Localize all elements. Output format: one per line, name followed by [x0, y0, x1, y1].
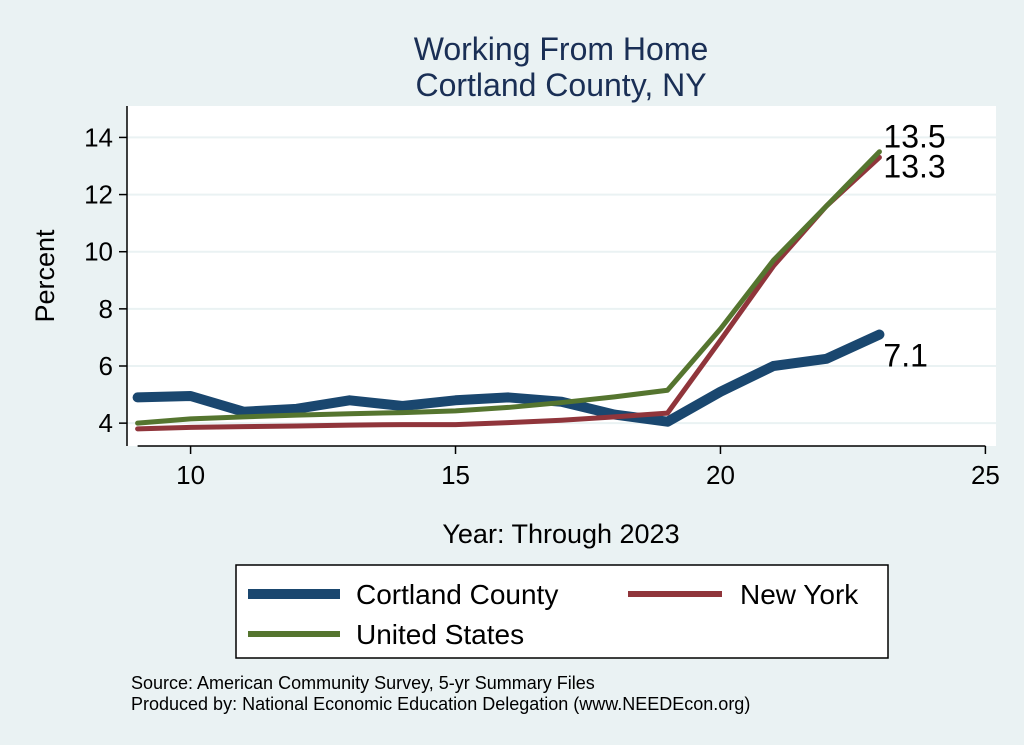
x-axis-label: Year: Through 2023: [442, 519, 679, 549]
plot-area: [127, 106, 996, 446]
series-line-new-york: [135, 154, 882, 432]
series-layer: [132, 149, 885, 432]
end-label-united-states: 13.5: [883, 119, 945, 155]
gridlines: [127, 136, 996, 425]
y-tick-label: 12: [84, 180, 113, 210]
y-tick-label: 4: [99, 408, 113, 438]
y-axis-label: Percent: [30, 229, 60, 323]
y-tick-label: 10: [84, 237, 113, 267]
end-label-new-york: 13.3: [883, 148, 945, 184]
legend-label-united-states: United States: [356, 619, 524, 650]
series-line-cortland-county: [132, 329, 885, 427]
chart-title-line-2: Cortland County, NY: [415, 67, 706, 103]
x-tick-label: 10: [176, 460, 205, 490]
source-note: Source: American Community Survey, 5-yr …: [131, 673, 595, 693]
x-tick-label: 25: [971, 460, 1000, 490]
y-tick-label: 14: [84, 122, 113, 152]
y-tick-label: 8: [99, 294, 113, 324]
end-labels: 7.1 13.313.5: [883, 119, 945, 374]
x-tick-label: 20: [706, 460, 735, 490]
chart-title-line-1: Working From Home: [414, 31, 709, 67]
series-line-united-states: [135, 149, 882, 426]
legend: Cortland County New York United States: [235, 564, 889, 659]
legend-label-new-york: New York: [740, 579, 859, 610]
end-label-cortland-county: 7.1: [883, 338, 927, 374]
x-tick-label: 15: [441, 460, 470, 490]
y-tick-label: 6: [99, 351, 113, 381]
producer-note: Produced by: National Economic Education…: [131, 694, 750, 714]
legend-label-cortland-county: Cortland County: [356, 579, 558, 610]
axes: 4 6 8 10 12 14 10 15 20 25: [84, 106, 1000, 490]
legend-box: [235, 564, 889, 659]
